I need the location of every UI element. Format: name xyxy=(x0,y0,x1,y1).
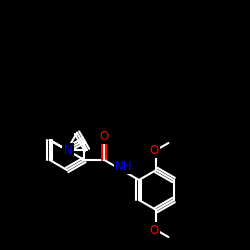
Text: O: O xyxy=(100,130,109,142)
Text: O: O xyxy=(150,224,159,236)
Text: NH: NH xyxy=(115,160,132,172)
Text: N: N xyxy=(64,144,72,158)
Text: O: O xyxy=(150,144,159,156)
